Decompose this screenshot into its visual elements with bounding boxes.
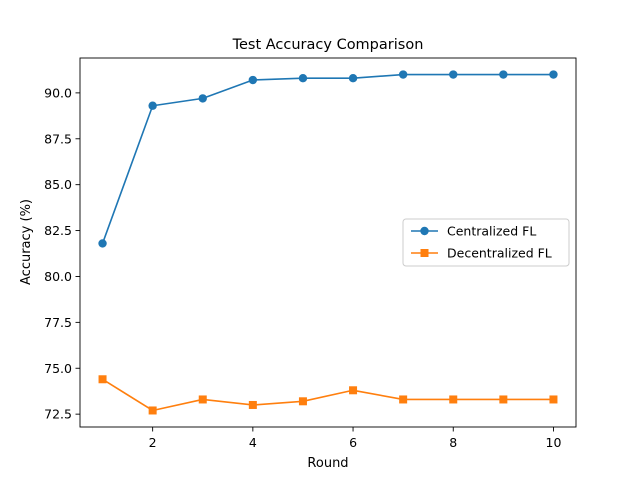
y-tick-label: 77.5 xyxy=(44,315,72,330)
data-point xyxy=(399,395,408,404)
legend-label: Decentralized FL xyxy=(447,246,552,261)
series-decentralized-fl xyxy=(98,375,558,415)
series-line xyxy=(101,73,554,244)
data-point xyxy=(449,395,458,404)
x-tick-label: 4 xyxy=(249,435,257,450)
data-point xyxy=(248,400,257,409)
chart-title: Test Accuracy Comparison xyxy=(232,37,424,53)
y-tick-label: 82.5 xyxy=(44,223,72,238)
legend: Centralized FL Decentralized FL xyxy=(402,218,570,267)
data-point xyxy=(148,406,157,415)
data-point xyxy=(148,101,157,110)
legend-box xyxy=(402,218,570,267)
y-tick-label: 80.0 xyxy=(44,269,72,284)
data-point xyxy=(499,395,508,404)
data-point xyxy=(348,73,358,83)
y-tick-label: 90.0 xyxy=(44,85,72,100)
y-tick-label: 85.0 xyxy=(44,177,72,192)
legend-marker xyxy=(420,249,429,257)
data-point xyxy=(298,397,307,406)
legend-item: Decentralized FL xyxy=(411,246,552,261)
legend-item: Centralized FL xyxy=(411,224,536,239)
data-point xyxy=(248,75,258,85)
data-point xyxy=(198,94,207,103)
data-point xyxy=(549,70,558,79)
data-point xyxy=(349,386,358,395)
y-tick-label: 72.5 xyxy=(44,407,72,422)
series-line xyxy=(102,378,554,412)
plot-area: 2 4 6 8 10 72.5 75.0 77.5 80.0 82.5 85.0 87.5 90.0 xyxy=(44,57,577,450)
data-point xyxy=(98,375,107,384)
x-tick-label: 2 xyxy=(149,435,157,450)
x-tick-label: 10 xyxy=(546,435,562,450)
x-tick-label: 8 xyxy=(449,435,457,450)
data-point xyxy=(549,395,558,404)
data-point xyxy=(198,395,207,404)
data-point xyxy=(449,70,458,79)
legend-marker xyxy=(420,226,429,236)
series-centralized-fl xyxy=(98,70,558,248)
data-point xyxy=(298,73,308,83)
y-axis-label: Accuracy (%) xyxy=(19,199,34,285)
legend-label: Centralized FL xyxy=(447,224,536,239)
data-point xyxy=(398,70,408,79)
data-point xyxy=(499,70,508,79)
x-axis-label: Round xyxy=(307,456,348,471)
y-tick-label: 87.5 xyxy=(44,131,72,146)
x-tick-label: 6 xyxy=(349,435,357,450)
axes-frame xyxy=(79,57,577,428)
y-tick-label: 75.0 xyxy=(44,361,72,376)
data-point xyxy=(98,239,107,248)
